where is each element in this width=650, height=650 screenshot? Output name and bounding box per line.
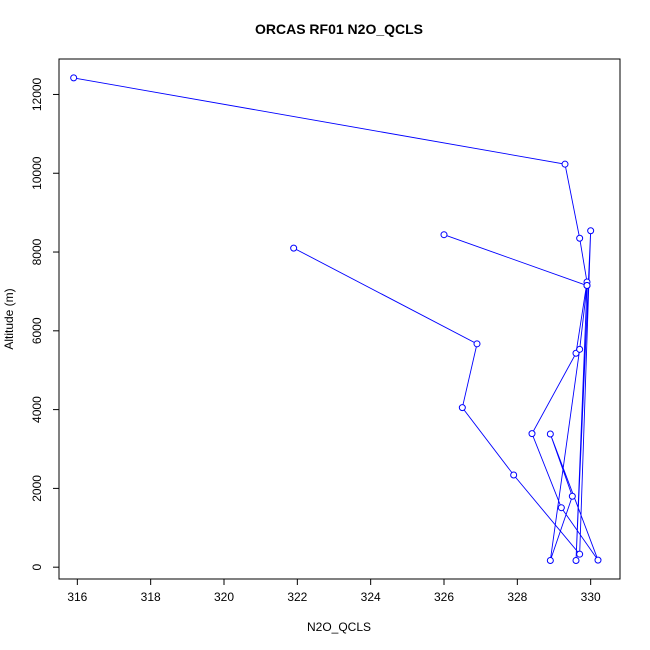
data-point (576, 234, 584, 242)
data-point (557, 504, 565, 512)
x-tick-label: 326 (434, 590, 454, 604)
y-axis-label: Altitude (m) (2, 288, 16, 349)
data-point (510, 471, 518, 479)
data-point (576, 550, 584, 558)
data-point (290, 244, 298, 252)
data-point (473, 340, 481, 348)
data-point (568, 492, 576, 500)
data-point (458, 404, 466, 412)
series-line (73, 77, 599, 561)
x-tick-label: 328 (507, 590, 527, 604)
data-point (583, 282, 591, 290)
data-point (594, 556, 602, 564)
chart-title: ORCAS RF01 N2O_QCLS (255, 21, 423, 37)
x-tick-label: 316 (67, 590, 87, 604)
data-point (546, 556, 554, 564)
y-tick-label: 6000 (30, 317, 44, 344)
data-point (587, 227, 595, 235)
data-point (440, 231, 448, 239)
x-axis-label: N2O_QCLS (307, 620, 371, 634)
x-tick-label: 322 (287, 590, 307, 604)
y-tick-label: 2000 (30, 475, 44, 502)
x-tick-label: 318 (141, 590, 161, 604)
y-tick-label: 4000 (30, 396, 44, 423)
data-point (546, 430, 554, 438)
x-tick-label: 324 (361, 590, 381, 604)
x-tick-label: 320 (214, 590, 234, 604)
y-tick-label: 0 (30, 564, 44, 571)
y-axis: 0 2000 4000 6000 8000 10000 12000 (30, 77, 60, 571)
data-point (70, 74, 78, 82)
series-layer (70, 74, 602, 564)
x-tick-label: 330 (581, 590, 601, 604)
x-axis: 316 318 320 322 324 326 328 330 (67, 578, 601, 604)
data-point (572, 556, 580, 564)
y-tick-label: 12000 (30, 77, 44, 111)
data-point (561, 160, 569, 168)
data-point (576, 345, 584, 353)
y-tick-label: 10000 (30, 156, 44, 190)
data-point (528, 430, 536, 438)
y-tick-label: 8000 (30, 238, 44, 265)
